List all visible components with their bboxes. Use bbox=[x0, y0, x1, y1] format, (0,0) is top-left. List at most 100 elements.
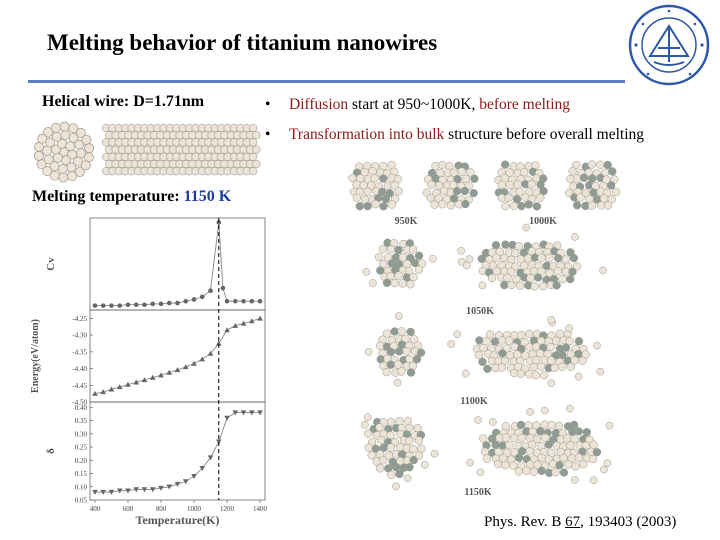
atom bbox=[525, 447, 534, 456]
atom bbox=[547, 379, 556, 388]
atom bbox=[390, 181, 399, 190]
atom bbox=[386, 347, 396, 357]
atom bbox=[599, 266, 607, 275]
atom bbox=[438, 200, 447, 209]
tick-label: 800 bbox=[156, 505, 167, 513]
atom bbox=[552, 281, 561, 290]
atom bbox=[510, 434, 519, 443]
title-underline bbox=[28, 80, 625, 83]
atom bbox=[540, 420, 549, 429]
atom bbox=[544, 440, 553, 449]
atom bbox=[59, 121, 70, 132]
atom bbox=[515, 187, 524, 196]
atom bbox=[37, 133, 48, 144]
atom bbox=[517, 433, 526, 443]
data-point bbox=[191, 297, 197, 302]
atom bbox=[568, 267, 577, 276]
atom bbox=[67, 171, 77, 182]
data-point bbox=[240, 410, 247, 416]
atom bbox=[402, 347, 411, 356]
atom bbox=[370, 174, 379, 183]
atom bbox=[558, 351, 567, 360]
atom bbox=[532, 421, 541, 430]
atom bbox=[491, 440, 500, 450]
atom bbox=[596, 160, 605, 169]
data-point bbox=[158, 372, 164, 378]
atom bbox=[612, 187, 621, 197]
atom bbox=[553, 267, 563, 276]
data-point bbox=[117, 303, 123, 308]
data-point bbox=[182, 364, 189, 370]
data-point bbox=[141, 487, 148, 493]
atom bbox=[529, 362, 538, 372]
atom bbox=[497, 363, 507, 372]
data-point bbox=[183, 298, 189, 304]
atom bbox=[452, 187, 462, 196]
atom bbox=[42, 166, 52, 176]
atom bbox=[571, 462, 580, 471]
atom bbox=[348, 173, 357, 183]
atom bbox=[574, 453, 583, 462]
atom bbox=[520, 337, 529, 347]
atom bbox=[394, 312, 403, 321]
atom bbox=[524, 200, 533, 209]
atom bbox=[363, 202, 372, 211]
atom bbox=[531, 355, 541, 365]
atom bbox=[52, 152, 63, 163]
bullet-list: Diffusion start at 950~1000K, before mel… bbox=[265, 96, 644, 156]
melting-label: Melting temperature: bbox=[32, 188, 184, 205]
atom bbox=[526, 274, 535, 283]
atom bbox=[503, 273, 512, 282]
atom bbox=[539, 281, 548, 291]
data-point bbox=[191, 473, 197, 479]
helical-wire-label: Helical wire: D=1.71nm bbox=[42, 93, 205, 110]
atom bbox=[252, 145, 261, 154]
data-point bbox=[232, 322, 239, 328]
atom bbox=[414, 265, 424, 274]
atom bbox=[546, 356, 556, 365]
atom bbox=[435, 181, 444, 190]
atom bbox=[574, 337, 584, 346]
melting-temperature: Melting temperature: 1150 K bbox=[32, 188, 231, 206]
atom bbox=[505, 168, 514, 177]
data-point bbox=[240, 320, 247, 326]
data-point bbox=[257, 410, 263, 416]
tick-label: 600 bbox=[123, 505, 134, 513]
atom bbox=[589, 440, 598, 449]
atom bbox=[516, 369, 525, 379]
atom bbox=[487, 273, 497, 283]
atom bbox=[565, 404, 574, 413]
bullet-text: start at 950~1000K, bbox=[348, 96, 480, 113]
atom bbox=[607, 195, 616, 204]
atom bbox=[554, 254, 563, 263]
atom bbox=[397, 367, 406, 376]
atom bbox=[412, 355, 422, 364]
atom bbox=[386, 417, 396, 427]
data-point bbox=[142, 302, 147, 308]
data-point bbox=[108, 386, 115, 392]
atom bbox=[514, 242, 524, 251]
atom bbox=[406, 280, 415, 289]
atom bbox=[578, 356, 587, 365]
atom bbox=[379, 174, 388, 183]
atom bbox=[569, 253, 579, 263]
atom bbox=[537, 362, 546, 371]
bullet-red-text: before melting bbox=[479, 96, 571, 113]
atom bbox=[414, 451, 424, 460]
data-point bbox=[224, 327, 230, 333]
atom bbox=[501, 201, 510, 211]
atom bbox=[509, 461, 518, 470]
atom bbox=[34, 141, 44, 152]
tick-label: 0.05 bbox=[75, 497, 88, 505]
atom bbox=[505, 441, 514, 450]
atom bbox=[378, 245, 387, 254]
atom bbox=[60, 130, 71, 140]
tick-label: 0.10 bbox=[75, 483, 88, 491]
atom bbox=[398, 279, 407, 288]
atom bbox=[403, 474, 412, 483]
atom bbox=[394, 187, 403, 196]
tick-label: 0.25 bbox=[75, 444, 88, 452]
atom bbox=[547, 420, 556, 430]
atom bbox=[520, 168, 529, 177]
atom bbox=[395, 416, 404, 426]
